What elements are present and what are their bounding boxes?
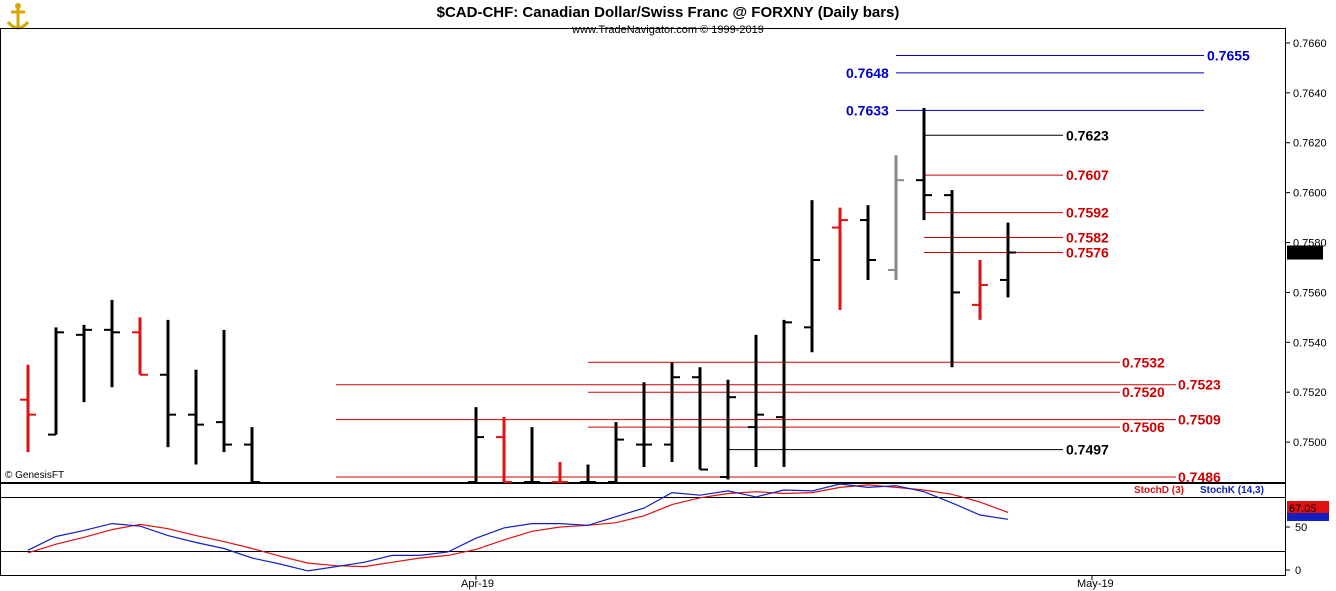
ohlc-bar — [748, 334, 764, 468]
ohlc-bar — [608, 422, 624, 483]
ohlc-bar — [580, 464, 596, 483]
ohlc-bar — [776, 319, 792, 468]
stochk-line — [27, 483, 1009, 572]
stoch-pane — [0, 483, 1286, 576]
level-label: 0.7532 — [1122, 354, 1165, 370]
level-label: 0.7623 — [1066, 127, 1109, 143]
ohlc-bar — [636, 382, 652, 468]
ohlc-bar — [20, 364, 36, 453]
watermark: © GenesisFT — [5, 470, 64, 481]
x-tick-label: May-19 — [1077, 578, 1114, 590]
level-label: 0.7523 — [1178, 377, 1221, 393]
ohlc-bar — [804, 200, 820, 353]
price-y-tick-label: 0.7560 — [1293, 287, 1327, 299]
ohlc-bar — [1000, 222, 1016, 298]
ohlc-bar — [972, 259, 988, 320]
price-y-tick-label: 0.7600 — [1293, 188, 1327, 200]
level-label: 0.7506 — [1122, 419, 1165, 435]
stoch-layer — [27, 483, 1009, 572]
ohlc-bar — [524, 427, 540, 483]
level-label: 0.7633 — [846, 102, 889, 118]
stoch-y-tick-label: 50 — [1295, 522, 1307, 534]
ohlc-bar — [944, 190, 960, 368]
last-price-tag: 0.7576 — [1287, 245, 1324, 260]
x-axis: Apr-19 May-19 — [461, 576, 1114, 590]
legend-stochd: StochD (3) — [1134, 485, 1184, 496]
ohlc-bar — [244, 427, 260, 483]
level-label: 0.7486 — [1178, 469, 1221, 485]
levels-layer: 0.7655 0.7648 0.7633 0.7623 0.7607 0.7592 0.75… — [336, 47, 1250, 485]
level-label: 0.7576 — [1066, 245, 1109, 261]
price-y-tick-label: 0.7640 — [1293, 88, 1327, 100]
ohlc-bar — [916, 107, 932, 221]
ohlc-bar — [664, 362, 680, 463]
price-y-tick-label: 0.7660 — [1293, 38, 1327, 50]
x-tick-label: Apr-19 — [461, 578, 494, 590]
ohlc-bar — [48, 327, 64, 436]
ohlc-bar — [468, 407, 484, 483]
price-y-tick-label: 0.7520 — [1293, 387, 1327, 399]
ohlc-bar — [104, 299, 120, 388]
level-label: 0.7648 — [846, 65, 889, 81]
chart-title: $CAD-CHF: Canadian Dollar/Swiss Franc @ … — [437, 4, 900, 21]
stoch-value-tags: 67.05 — [1287, 501, 1329, 521]
price-y-tick-label: 0.7500 — [1293, 437, 1327, 449]
level-label: 0.7607 — [1066, 167, 1109, 183]
ohlc-bar — [216, 329, 232, 453]
chart-subtitle: www.TradeNavigator.com © 1999-2019 — [571, 24, 764, 36]
ohlc-bar — [496, 417, 512, 483]
ohlc-bar — [888, 155, 904, 280]
ohlc-bar — [160, 319, 176, 448]
ohlc-bar — [720, 379, 736, 480]
level-label: 0.7592 — [1066, 205, 1109, 221]
level-label: 0.7582 — [1066, 230, 1109, 246]
level-label: 0.7497 — [1066, 442, 1109, 458]
stoch-y-tick-label: 0 — [1295, 565, 1301, 577]
ohlc-bar — [692, 367, 708, 471]
ohlc-bar — [188, 369, 204, 465]
bars-layer — [20, 107, 1016, 483]
stoch-y-axis: 50 0 — [1285, 522, 1307, 577]
last-price-label: 0.7576 — [1290, 248, 1324, 260]
level-label: 0.7509 — [1178, 412, 1221, 428]
level-label: 0.7655 — [1207, 47, 1250, 63]
price-y-tick-label: 0.7620 — [1293, 138, 1327, 150]
ohlc-bar — [860, 205, 876, 280]
legend-stochk: StochK (14,3) — [1200, 485, 1264, 496]
ohlc-bar — [552, 462, 568, 483]
ohlc-bar — [132, 317, 148, 376]
stochd-line — [27, 484, 1009, 568]
level-label: 0.7520 — [1122, 384, 1165, 400]
ohlc-bar — [76, 324, 92, 403]
price-y-tick-label: 0.7540 — [1293, 337, 1327, 349]
stochd-value-tag: 67.05 — [1289, 503, 1317, 515]
ohlc-bar — [832, 207, 848, 310]
